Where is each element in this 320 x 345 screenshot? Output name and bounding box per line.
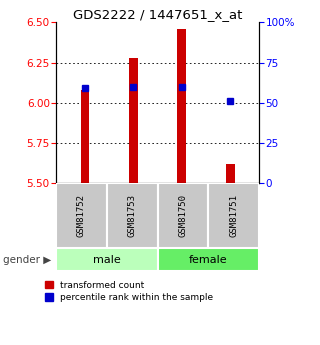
Bar (158, 183, 208, 248)
Text: GSM81752: GSM81752 (77, 194, 86, 237)
Bar (107, 183, 158, 248)
Text: male: male (93, 255, 121, 265)
Text: gender ▶: gender ▶ (3, 255, 52, 265)
Bar (226, 164, 235, 183)
Text: GSM81750: GSM81750 (179, 194, 188, 237)
Text: female: female (189, 255, 228, 265)
Title: GDS2222 / 1447651_x_at: GDS2222 / 1447651_x_at (73, 8, 242, 21)
Bar (158, 248, 259, 271)
Legend: transformed count, percentile rank within the sample: transformed count, percentile rank withi… (44, 280, 213, 302)
Bar (208, 183, 259, 248)
Text: GSM81753: GSM81753 (128, 194, 137, 237)
Bar (56, 183, 107, 248)
Bar (56, 248, 158, 271)
Bar (81, 90, 89, 183)
Text: GSM81751: GSM81751 (229, 194, 238, 237)
Bar (129, 58, 138, 183)
Bar (177, 29, 186, 183)
